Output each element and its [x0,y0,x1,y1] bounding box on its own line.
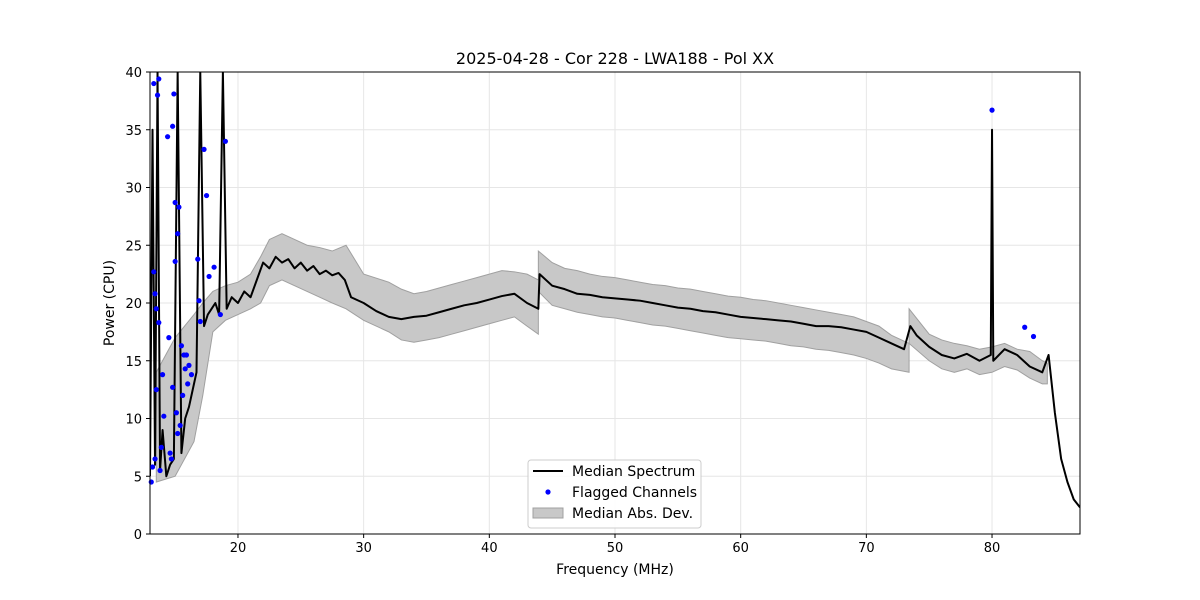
median-spectrum-line [150,72,1080,509]
flagged-channel-point [168,456,174,462]
flagged-channel-point [186,362,192,368]
flagged-channel-point [217,311,223,318]
legend-dot-swatch [545,489,551,495]
flagged-channel-point [151,269,157,275]
flagged-channel-point [206,273,212,280]
flagged-channel-point [148,479,154,485]
flagged-channel-point [185,381,191,387]
flagged-channel-point [183,352,190,358]
flagged-channel-point [211,264,217,270]
flagged-channel-point [153,387,159,393]
flagged-channel-point [201,146,207,152]
legend-label-median: Median Spectrum [572,464,695,480]
flagged-channel-point [149,464,156,470]
flagged-channel-point [175,231,181,237]
x-tick-label: 30 [355,541,372,556]
flagged-channel-point [171,91,177,97]
flagged-channel-point [159,372,166,378]
flagged-channel-point [182,366,188,372]
legend-label-flagged: Flagged Channels [572,485,697,501]
y-tick-label: 20 [125,297,142,312]
flagged-channel-point [175,430,181,437]
x-tick-label: 40 [481,541,498,556]
x-ticks: 20 30 40 50 60 70 80 [230,534,1001,556]
flagged-channel-point [222,138,229,144]
flagged-channel-point [1022,324,1028,330]
legend-label-mad: Median Abs. Dev. [572,506,693,522]
y-tick-label: 25 [125,239,142,254]
flagged-channel-point [180,392,186,398]
y-tick-label: 10 [125,413,142,428]
x-tick-label: 70 [858,541,875,556]
flagged-channel-point [197,318,203,325]
flagged-channel-point [172,199,178,206]
median-line-layer [150,72,1080,509]
flagged-channel-point [156,76,162,82]
flagged-channel-point [1030,333,1037,340]
y-axis-label: Power (CPU) [102,260,118,346]
flagged-channel-point [151,80,157,87]
flagged-channel-point [178,343,185,349]
flagged-channel-point [177,422,183,429]
x-tick-label: 60 [732,541,749,556]
legend-box [527,459,702,529]
flagged-channel-point [152,456,158,462]
mad-band-layer [155,233,1048,483]
x-tick-label: 20 [230,541,247,556]
flagged-channel-point [161,413,167,419]
flagged-channel-point [989,107,995,113]
legend-patch-swatch [532,507,564,519]
y-tick-label: 35 [125,124,142,139]
flagged-channel-point [164,134,171,140]
flagged-channel-point [203,192,210,199]
y-tick-label: 30 [125,182,142,197]
mad-band [155,233,1048,483]
flagged-channel-point [170,384,176,390]
grid-lines [150,71,1080,535]
flagged-channel-point [158,444,164,450]
x-tick-label: 50 [607,541,624,556]
legend: Median Spectrum Flagged Channels Median … [527,459,702,529]
flagged-channel-point [154,92,161,98]
x-tick-label: 80 [984,541,1001,556]
flagged-channel-point [153,306,159,312]
flagged-channel-point [157,467,163,474]
flagged-channel-point [170,123,176,129]
chart-title: 2025-04-28 - Cor 228 - LWA188 - Pol XX [456,49,774,68]
flagged-channel-point [176,204,182,210]
flagged-channel-point [166,335,172,341]
flagged-points-layer [148,76,1037,485]
flagged-channel-point [152,291,158,297]
y-tick-label: 0 [134,528,142,543]
y-tick-label: 15 [125,355,142,370]
y-tick-label: 5 [134,470,142,485]
flagged-channel-point [172,258,178,265]
flagged-channel-point [188,372,195,378]
flagged-channel-point [196,298,202,304]
x-axis-label: Frequency (MHz) [556,562,674,578]
y-tick-label: 40 [125,66,142,81]
flagged-channel-point [173,410,179,416]
flagged-channel-point [156,320,162,326]
flagged-channel-point [167,450,173,456]
y-ticks: 0 5 10 15 20 25 30 35 40 [125,66,150,543]
flagged-channel-point [195,256,201,262]
